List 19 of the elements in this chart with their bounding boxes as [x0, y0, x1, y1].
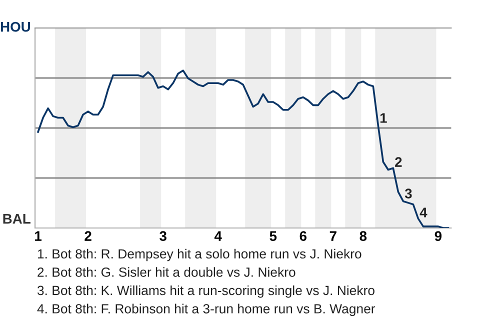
annotation: 2 — [395, 157, 402, 167]
x-tick-label: 2 — [84, 231, 92, 241]
text: 1. Bot 8th: R. Dempsey hit a solo home run vs J. Niekro — [38, 248, 362, 262]
x-tick-label: 5 — [270, 231, 277, 241]
x-tick-label: 8 — [360, 231, 367, 241]
annotation: 1 — [380, 113, 387, 123]
x-tick-label: 7 — [330, 231, 336, 241]
x-tick-label: 1 — [35, 231, 42, 241]
text: 3. Bot 8th: K. Williams hit a run-scoring single vs J. Niekro — [37, 285, 374, 298]
x-tick-label: 9 — [434, 231, 442, 241]
text: 4. Bot 8th: F. Robinson hit a 3-run home run vs B. Wagner — [37, 304, 376, 316]
x-tick-label: 3 — [160, 231, 166, 241]
annotation: 4 — [420, 208, 428, 218]
text: 2. Bot 8th: G. Sisler hit a double vs J. Niekro — [38, 267, 296, 277]
x-tick-label: 4 — [214, 231, 222, 241]
annotation: 3 — [404, 188, 412, 199]
x-tick-label: 6 — [300, 231, 307, 241]
text: BAL — [3, 214, 30, 224]
text: HOU — [0, 22, 30, 32]
